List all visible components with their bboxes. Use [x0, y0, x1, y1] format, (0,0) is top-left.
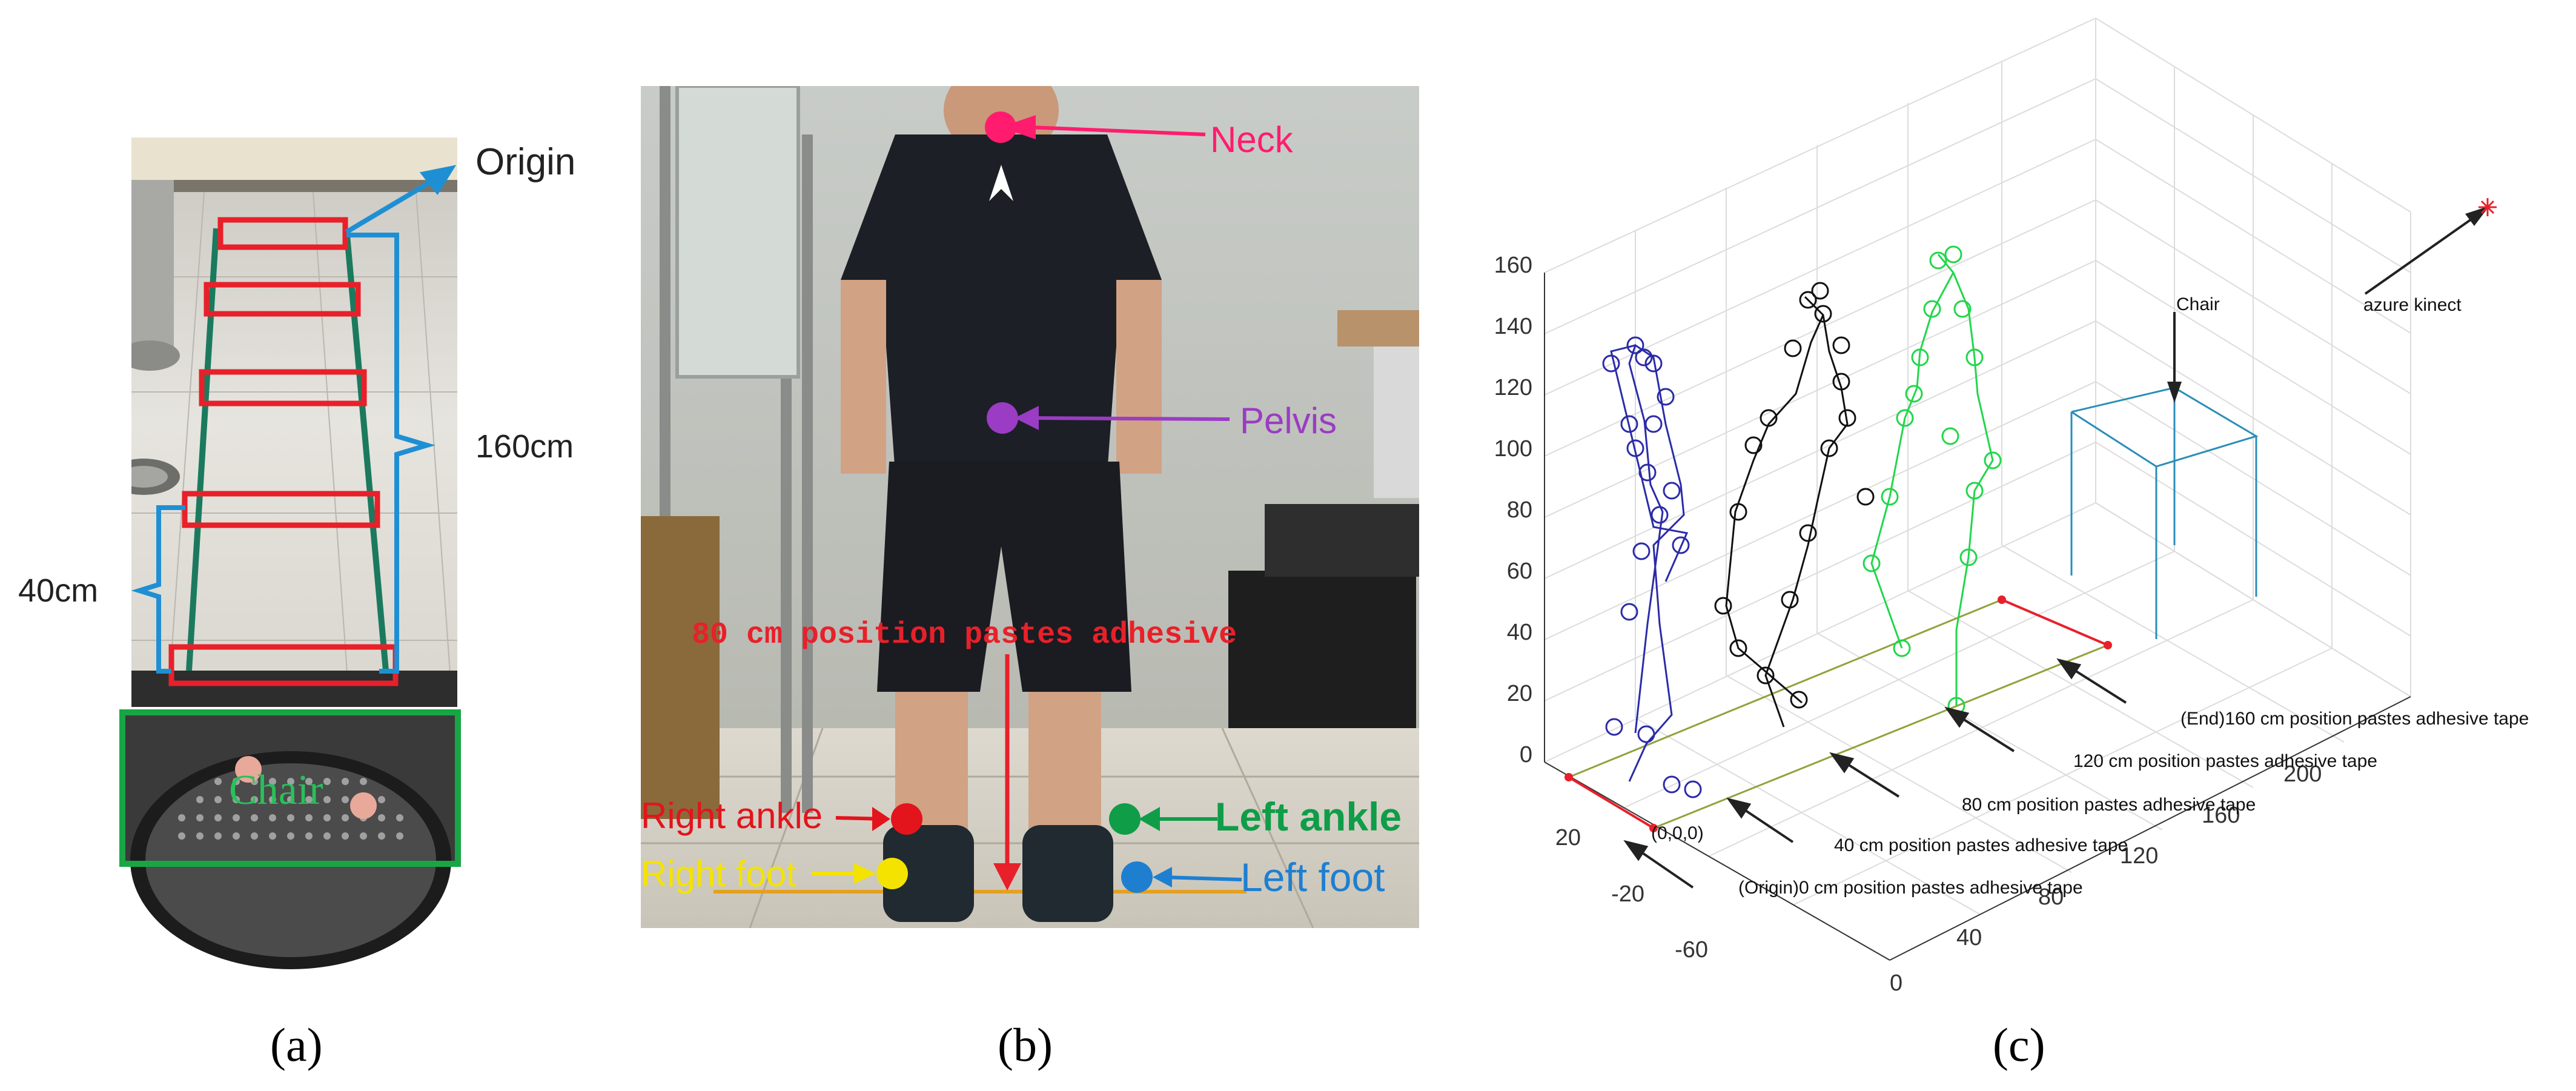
z-tick: 140	[1494, 314, 1532, 339]
y-axis-ticks: 20 -20 -60	[1555, 825, 1708, 963]
tape-80cm-arrow	[993, 654, 1021, 890]
walkway-photo-drawing	[131, 138, 457, 707]
z-tick: 160	[1494, 253, 1532, 278]
x-tick: 120	[2120, 843, 2158, 869]
neck-marker	[985, 111, 1206, 143]
skeleton-black	[1714, 282, 1875, 728]
x-tick: 200	[2283, 761, 2322, 787]
person-photo-drawing	[641, 86, 1419, 928]
distance-160-label: 160cm	[475, 428, 574, 465]
left-ankle-marker	[1109, 803, 1217, 835]
z-axis-ticks: 0 20 40 60 80 100 120 140 160	[1494, 253, 1532, 768]
z-tick: 120	[1494, 375, 1532, 400]
caption-b: (b)	[998, 1018, 1053, 1071]
tape-box-160cm	[217, 217, 348, 250]
z-tick: 100	[1494, 436, 1532, 462]
origin-label: Origin	[475, 141, 576, 183]
tape-red-lines	[1568, 599, 2108, 829]
y-tick: -20	[1611, 881, 1644, 907]
chair-label: Chair	[229, 767, 323, 814]
tape-label-40cm: 40 cm position pastes adhesive tape	[1834, 835, 2128, 855]
skeleton-3d-plot: 0 20 40 60 80 100 120 140 160 20 -20 -60…	[1494, 18, 2529, 996]
skeleton-blue	[1602, 336, 1702, 798]
pelvis-marker	[987, 402, 1230, 434]
y-axis	[1544, 761, 1890, 961]
person-photo	[641, 86, 1419, 928]
panel-c-labels: Chair azure kinect (0,0,0) (Origin)0 cm …	[1651, 294, 2529, 898]
y-tick: -60	[1675, 937, 1708, 963]
origin-arrow	[345, 165, 457, 234]
tape-80cm-label: 80 cm position pastes adhesive	[692, 618, 1237, 652]
tape-red-dots	[1564, 595, 2112, 832]
z-tick: 40	[1507, 620, 1532, 645]
tape-label-120cm: 120 cm position pastes adhesive tape	[2073, 751, 2377, 771]
tape-box-120cm	[204, 282, 361, 317]
left-ankle-label: Left ankle	[1215, 794, 1402, 839]
left-foot-label: Left foot	[1240, 855, 1385, 900]
brace-160cm	[346, 233, 435, 674]
chair-pointer-arrow	[2167, 312, 2182, 403]
tape-label-0cm: (Origin)0 cm position pastes adhesive ta…	[1738, 878, 2083, 898]
distance-40-label: 40cm	[18, 572, 99, 609]
x-tick: 160	[2202, 803, 2240, 828]
right-foot-label: Right foot	[641, 854, 796, 894]
pelvis-label: Pelvis	[1240, 400, 1337, 441]
x-axis-ticks: 0 40 80 120 160 200	[1890, 761, 2322, 996]
z-tick: 20	[1507, 681, 1532, 706]
tape-label-80cm: 80 cm position pastes adhesive tape	[1962, 795, 2256, 815]
right-ankle-label: Right ankle	[641, 795, 823, 836]
skeleton-green	[1862, 245, 2002, 715]
x-tick: 80	[2038, 884, 2064, 910]
z-tick: 60	[1507, 559, 1532, 584]
walkway-photo	[131, 138, 457, 707]
chair-box	[119, 709, 461, 867]
chair-3d	[2070, 386, 2259, 639]
right-foot-marker	[812, 858, 908, 889]
tape-box-80cm	[199, 369, 367, 406]
right-ankle-marker	[835, 803, 922, 835]
x-tick: 40	[1956, 925, 1982, 950]
tape-callout-arrows	[1623, 658, 2127, 889]
origin-coord-label: (0,0,0)	[1651, 823, 1704, 843]
kinect-marker	[2478, 198, 2497, 216]
kinect-label: azure kinect	[2363, 295, 2462, 315]
brace-40cm	[131, 505, 185, 674]
z-tick: 0	[1520, 742, 1532, 768]
x-tick: 0	[1890, 970, 1902, 996]
y-tick: 20	[1555, 825, 1581, 851]
tape-label-160cm: (End)160 cm position pastes adhesive tap…	[2180, 709, 2529, 729]
x-axis	[1889, 696, 2411, 961]
neck-label: Neck	[1210, 119, 1293, 160]
z-tick: 80	[1507, 497, 1532, 523]
kinect-pointer-arrow	[2364, 206, 2489, 295]
caption-c: (c)	[1993, 1018, 2045, 1071]
caption-a: (a)	[270, 1018, 323, 1071]
chair-3d-label: Chair	[2176, 294, 2220, 314]
left-foot-marker	[1121, 861, 1242, 893]
